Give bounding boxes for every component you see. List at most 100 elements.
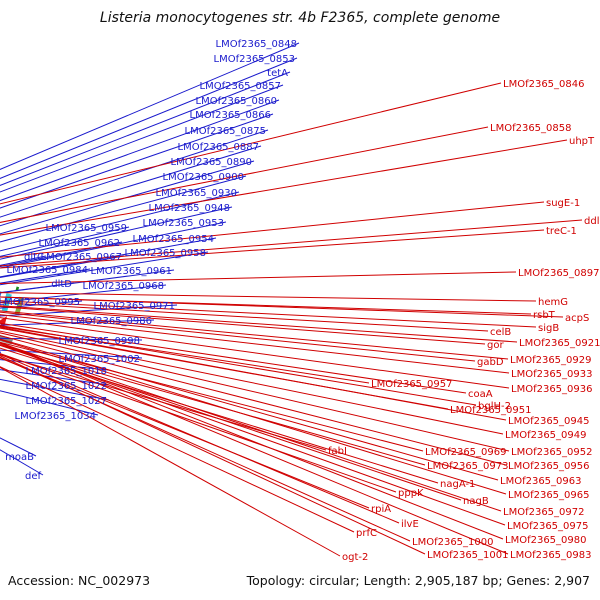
reverse-leader-line (0, 341, 504, 540)
forward-leader-line (0, 99, 280, 202)
forward-leader-line (0, 378, 110, 401)
forward-gene-label: LMOf2365_1034 (15, 411, 97, 422)
reverse-gene-label: LMOf2365_0936 (511, 384, 593, 395)
reverse-gene-label: prfC (356, 528, 377, 539)
reverse-gene-label: LMOf2365_0957 (371, 379, 453, 390)
forward-gene-arrow (0, 351, 1, 354)
reverse-gene-label: rsbT (533, 310, 556, 321)
forward-gene-label: tetA (267, 68, 288, 79)
forward-gene-label: LMOf2365_1018 (26, 366, 108, 377)
accession-text: Accession: NC_002973 (8, 573, 150, 588)
reverse-leader-line (0, 311, 476, 362)
forward-leader-line (0, 319, 155, 326)
reverse-leader-line (0, 366, 341, 557)
reverse-gene-label: pppK (398, 488, 424, 499)
reverse-gene-label: LMOf2365_0929 (510, 355, 592, 366)
reverse-leader-line (0, 310, 509, 360)
reverse-gene-label: sugE-1 (546, 198, 580, 209)
reverse-gene-label: LMOf2365_0983 (510, 550, 592, 561)
reverse-gene-label: ddl (584, 216, 599, 227)
forward-gene-label: LMOf2365_0857 (200, 81, 282, 92)
forward-gene-label: moaB (5, 452, 34, 463)
forward-gene-label: LMOf2365_0968 (83, 281, 165, 292)
gene-labels: LMOf2365_0848 LMOf2365_0853 tetA LMOf2365_0… (0, 39, 600, 563)
reverse-leader-line (0, 344, 426, 466)
reverse-leader-line (0, 332, 510, 452)
forward-leader-line (0, 175, 247, 243)
forward-leader-line (0, 268, 91, 284)
forward-gene-label: LMOf2365_0986 (71, 316, 153, 327)
forward-leader-line (0, 359, 110, 371)
reverse-gene-label: sigB (538, 323, 559, 334)
forward-leader-line (0, 57, 298, 179)
forward-gene-label: LMOf2365_1002 (59, 354, 141, 365)
reverse-leader-line (0, 126, 489, 223)
reverse-gene-label: treC-1 (546, 226, 577, 237)
reverse-leader-line (0, 339, 507, 495)
reverse-leader-line (0, 330, 504, 435)
reverse-leader-line (0, 314, 510, 374)
reverse-leader-line (0, 201, 545, 258)
reverse-leader-line (0, 302, 489, 332)
reverse-cog-tile (7, 294, 19, 314)
reverse-gene-label: LMOf2365_0846 (503, 79, 585, 90)
forward-leader-line (0, 269, 175, 294)
forward-gene-label: LMOf2365_0954 (133, 234, 215, 245)
forward-gene-label: LMOf2365_0995 (0, 297, 80, 308)
reverse-leader-line (0, 344, 462, 501)
reverse-leader-line (0, 229, 545, 269)
reverse-gene-label: celB (490, 327, 511, 338)
map-title: Listeria monocytogenes str. 4b F2365, co… (100, 10, 500, 26)
reverse-leader-line (0, 353, 400, 524)
reverse-gene-label: LMOf2365_1001 (427, 550, 509, 561)
forward-gene-label: LMOf2365_0875 (185, 126, 267, 137)
reverse-leader-line (0, 338, 499, 481)
forward-gene-label: LMOf2365_0962 (39, 238, 121, 249)
forward-leader-line (0, 71, 291, 187)
reverse-gene-label: LMOf2365_0897 (518, 268, 600, 279)
reverse-gene-label: LMOf2365_0972 (503, 507, 585, 518)
forward-gene-label: def (25, 471, 42, 482)
forward-leader-line (0, 191, 240, 252)
reverse-gene-label: ilvE (401, 519, 419, 530)
forward-leader-line (0, 84, 284, 193)
reverse-gene-label: LMOf2365_0963 (500, 476, 582, 487)
reverse-leader-line (0, 292, 537, 302)
reverse-leader-line (0, 296, 564, 318)
forward-gene-label: LMOf2365_0948 (149, 203, 231, 214)
forward-gene-label: LMOf2365_0961 (91, 266, 173, 277)
reverse-gene-label: LMOf2365_0858 (490, 123, 572, 134)
forward-gene-label: LMOf2365_1022 (26, 381, 108, 392)
reverse-gene-label: gor (487, 340, 504, 351)
forward-gene-label: LMOf2365_0890 (171, 157, 253, 168)
reverse-gene-label: LMOf2365_0949 (505, 430, 587, 441)
reverse-gene-label: acpS (565, 313, 589, 324)
reverse-gene-label: fabI (328, 446, 347, 457)
reverse-leader-line (0, 342, 509, 555)
reverse-leader-line (0, 357, 370, 509)
reverse-leader-line (0, 219, 583, 267)
reverse-gene-label: LMOf2365_1000 (412, 537, 494, 548)
topology-text: Topology: circular; Length: 2,905,187 bp… (246, 573, 590, 588)
forward-leader-line (0, 251, 209, 286)
reverse-gene-label: LMOf2365_0969 (425, 447, 507, 458)
forward-gene-label: LMOf2365_0953 (143, 218, 225, 229)
forward-leader-line (0, 160, 255, 235)
reverse-gene-label: LMOf2365_0921 (519, 338, 600, 349)
reverse-gene-label: coaA (468, 389, 493, 400)
reverse-leader-line (0, 325, 370, 384)
reverse-gene-label: LMOf2365_0933 (511, 369, 593, 380)
reverse-gene-label: LMOf2365_0956 (508, 461, 590, 472)
forward-leader-line (0, 390, 99, 416)
forward-leader-line (0, 241, 123, 268)
forward-gene-label: LMOf2365_0958 (125, 248, 207, 259)
forward-leader-line (0, 113, 274, 209)
forward-leader-line (0, 255, 125, 278)
forward-gene-label: LMOf2365_1027 (26, 396, 108, 407)
forward-gene-label: LMOf2365_0860 (196, 96, 278, 107)
forward-leader-line (0, 304, 178, 317)
reverse-gene-label: hemG (538, 297, 568, 308)
reverse-gene-label: nagA-1 (440, 479, 475, 490)
reverse-leader-line (0, 139, 568, 236)
reverse-gene-label: gabD (477, 357, 504, 368)
